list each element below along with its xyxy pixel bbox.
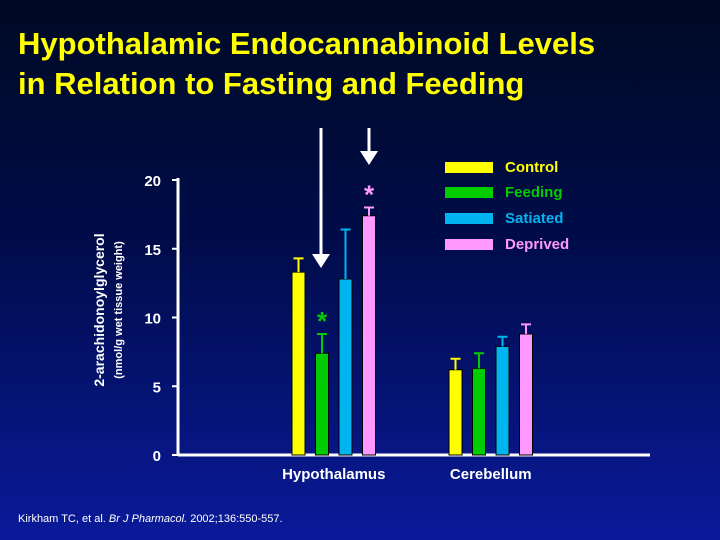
bar-deprived-cerebellum xyxy=(519,333,533,456)
citation: Kirkham TC, et al. Br J Pharmacol. 2002;… xyxy=(18,513,283,525)
bar-deprived-hypothalamus xyxy=(362,215,376,456)
slide-title-line-2: in Relation to Fasting and Feeding xyxy=(18,66,525,101)
x-category-label: Hypothalamus xyxy=(282,466,385,483)
legend-swatch-satiated xyxy=(445,213,493,224)
legend-label-control: Control xyxy=(505,159,558,176)
y-axis-label: 2-arachidonoylglycerol xyxy=(91,233,107,386)
bar-satiated-hypothalamus xyxy=(338,278,353,456)
citation-authors: Kirkham TC, et al. xyxy=(18,513,109,525)
down-arrow-head xyxy=(312,254,330,268)
slide-title: Hypothalamic Endocannabinoid Levels in R… xyxy=(18,24,708,104)
bar-control-cerebellum xyxy=(448,369,463,456)
legend-label-deprived: Deprived xyxy=(505,236,569,253)
bar-control-hypothalamus xyxy=(291,271,306,456)
legend-label-feeding: Feeding xyxy=(505,184,563,201)
down-arrow-head xyxy=(360,151,378,165)
y-tick-label: 5 xyxy=(153,379,161,396)
y-tick-label: 0 xyxy=(153,448,161,465)
y-tick-label: 10 xyxy=(144,311,161,328)
bar-feeding-cerebellum xyxy=(472,367,486,456)
y-tick-label: 15 xyxy=(144,242,161,259)
legend-swatch-control xyxy=(445,162,493,173)
citation-details: 2002;136:550-557. xyxy=(187,513,283,525)
x-category-label: Cerebellum xyxy=(450,466,532,483)
legend-label-satiated: Satiated xyxy=(505,210,563,227)
bar-feeding-hypothalamus xyxy=(315,352,329,456)
bar-satiated-cerebellum xyxy=(495,345,510,456)
legend-swatch-deprived xyxy=(445,239,493,250)
significance-asterisk: * xyxy=(364,180,375,210)
y-tick-label: 20 xyxy=(144,173,161,190)
y-axis-units: (nmol/g wet tissue weight) xyxy=(113,241,125,379)
citation-journal: Br J Pharmacol. xyxy=(108,513,188,525)
legend-swatch-feeding xyxy=(445,187,493,198)
slide-title-line-1: Hypothalamic Endocannabinoid Levels xyxy=(18,26,596,61)
significance-asterisk: * xyxy=(317,306,328,336)
